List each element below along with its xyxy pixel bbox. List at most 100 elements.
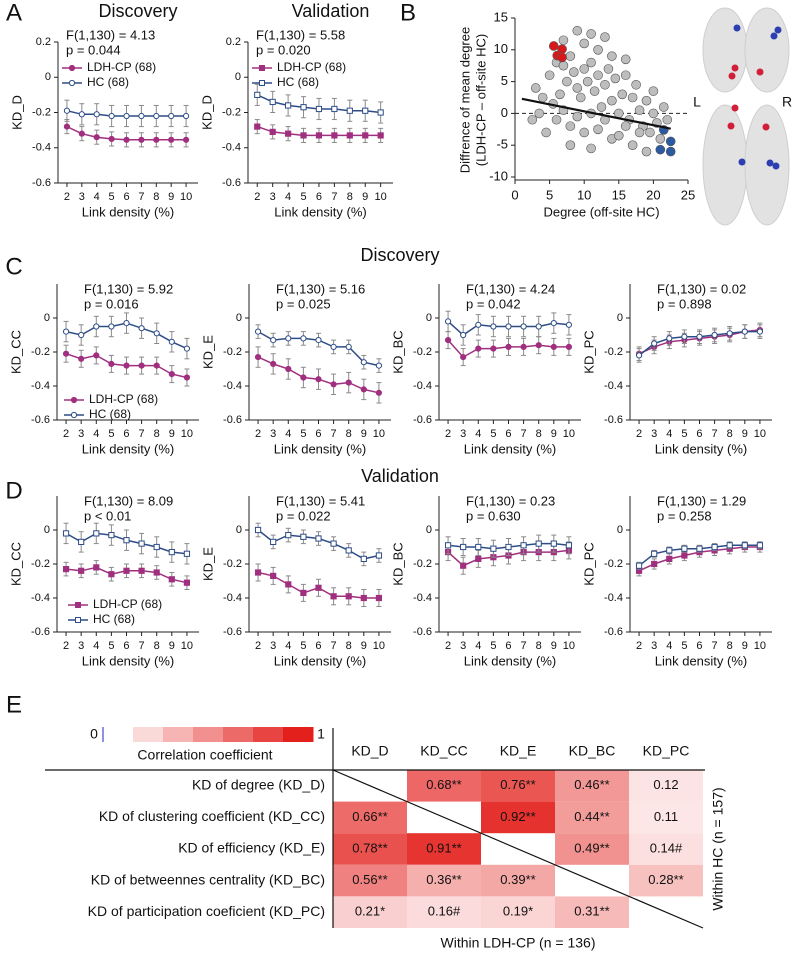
scatter-point	[627, 92, 638, 103]
x-tick-label: 7	[139, 640, 145, 652]
y-tick-label: -0.4	[223, 380, 242, 392]
x-tick-label: 10	[373, 640, 385, 652]
data-point	[505, 323, 512, 330]
y-tick-label: -0.6	[604, 414, 623, 426]
cell-label: 0.28**	[648, 872, 683, 887]
legend-marker	[68, 79, 76, 87]
row-label: KD of clustering coefficient (KD_CC)	[99, 808, 325, 824]
x-tick-label: 3	[79, 191, 85, 203]
x-tick-label: 7	[139, 428, 145, 440]
column-label: KD_PC	[643, 743, 690, 759]
data-point	[62, 566, 70, 573]
data-point	[520, 343, 527, 350]
data-point	[123, 136, 130, 143]
y-tick-label: -0.6	[222, 177, 241, 189]
data-point	[535, 323, 542, 330]
x-tick-label: 9	[742, 640, 748, 652]
x-tick-label: 5	[681, 428, 687, 440]
y-axis-label: KD_D	[9, 95, 24, 130]
data-point	[300, 589, 307, 596]
scatter-point	[541, 127, 551, 138]
colorbar-step	[103, 727, 134, 742]
colorbar-step	[223, 727, 254, 742]
scatter-point	[662, 114, 673, 125]
legend-label: HC (68)	[93, 612, 135, 626]
scatter-point	[565, 51, 576, 61]
x-axis-label: Link density (%)	[655, 653, 747, 668]
data-point	[269, 128, 276, 135]
y-tick-label: -0.4	[223, 592, 242, 604]
data-point	[138, 540, 145, 547]
x-tick-label: 6	[316, 191, 322, 203]
data-point	[696, 545, 703, 552]
heatmap-cell	[333, 801, 407, 834]
x-tick-label: 5	[490, 428, 496, 440]
data-point	[285, 335, 292, 342]
data-point	[520, 542, 527, 549]
scatter-point	[572, 83, 583, 93]
cell-label: 0.39**	[500, 872, 535, 887]
heatmap-cell	[481, 801, 555, 834]
data-point	[315, 337, 322, 344]
data-point	[475, 321, 482, 328]
heatmap-cell	[555, 801, 629, 834]
data-point	[108, 571, 115, 578]
data-point	[78, 567, 85, 574]
x-tick-label: 9	[361, 428, 367, 440]
annotation: p = 0.025	[276, 296, 331, 311]
heatmap-cell	[333, 896, 407, 928]
data-point	[330, 381, 337, 388]
y-tick-label: 10	[494, 41, 508, 56]
x-tick-label: 2	[636, 640, 642, 652]
x-tick-label: 2	[63, 428, 69, 440]
data-point	[460, 331, 467, 339]
data-point	[168, 338, 175, 345]
y-tick-label: -0.4	[31, 592, 50, 604]
y-tick-label: -0.6	[413, 414, 432, 426]
x-tick-label: 10	[563, 428, 575, 440]
data-point	[346, 107, 353, 114]
x-axis-label: Link density (%)	[274, 204, 366, 219]
cell-label: 0.11	[654, 809, 678, 824]
y-tick-label: -0.4	[604, 592, 623, 604]
x-tick-label: 6	[123, 428, 129, 440]
heatmap-cell	[481, 864, 555, 897]
x-tick-label: 3	[78, 428, 84, 440]
data-point	[711, 543, 718, 551]
data-point	[270, 360, 277, 367]
x-tick-label: 9	[169, 640, 175, 652]
data-point	[651, 340, 658, 347]
cell-label: 0.12	[653, 777, 678, 792]
scatter-point	[544, 70, 555, 81]
data-point	[741, 542, 748, 549]
data-point	[285, 532, 292, 539]
x-tick-label: 2	[636, 428, 642, 440]
data-point	[444, 337, 452, 344]
column-label: KD_CC	[420, 743, 467, 759]
y-tick-label: 0	[426, 524, 432, 536]
annotation: p = 0.042	[466, 296, 521, 311]
scatter-point	[551, 114, 562, 125]
data-point	[63, 123, 71, 130]
x-axis-label: Link density (%)	[274, 441, 366, 456]
colorbar-label: Correlation coefficient	[137, 747, 272, 763]
data-point	[345, 379, 352, 386]
cell-label: 0.76**	[500, 777, 535, 792]
scatter-point	[600, 79, 610, 90]
data-point	[330, 593, 337, 600]
x-tick-label: 4	[475, 428, 481, 440]
data-point	[123, 537, 130, 544]
colorbar-step	[193, 727, 224, 742]
colorbar-step	[283, 727, 314, 742]
data-point	[78, 331, 85, 339]
data-point	[315, 132, 323, 139]
y-tick-label: 0	[501, 105, 508, 120]
data-point	[726, 330, 733, 337]
brain-label: R	[782, 94, 792, 110]
y-tick-label: -0.6	[32, 177, 51, 189]
y-tick-label: 0.2	[36, 36, 51, 48]
y-tick-label: 0	[617, 312, 623, 324]
data-point	[123, 567, 130, 574]
panel-label: D	[5, 477, 22, 504]
